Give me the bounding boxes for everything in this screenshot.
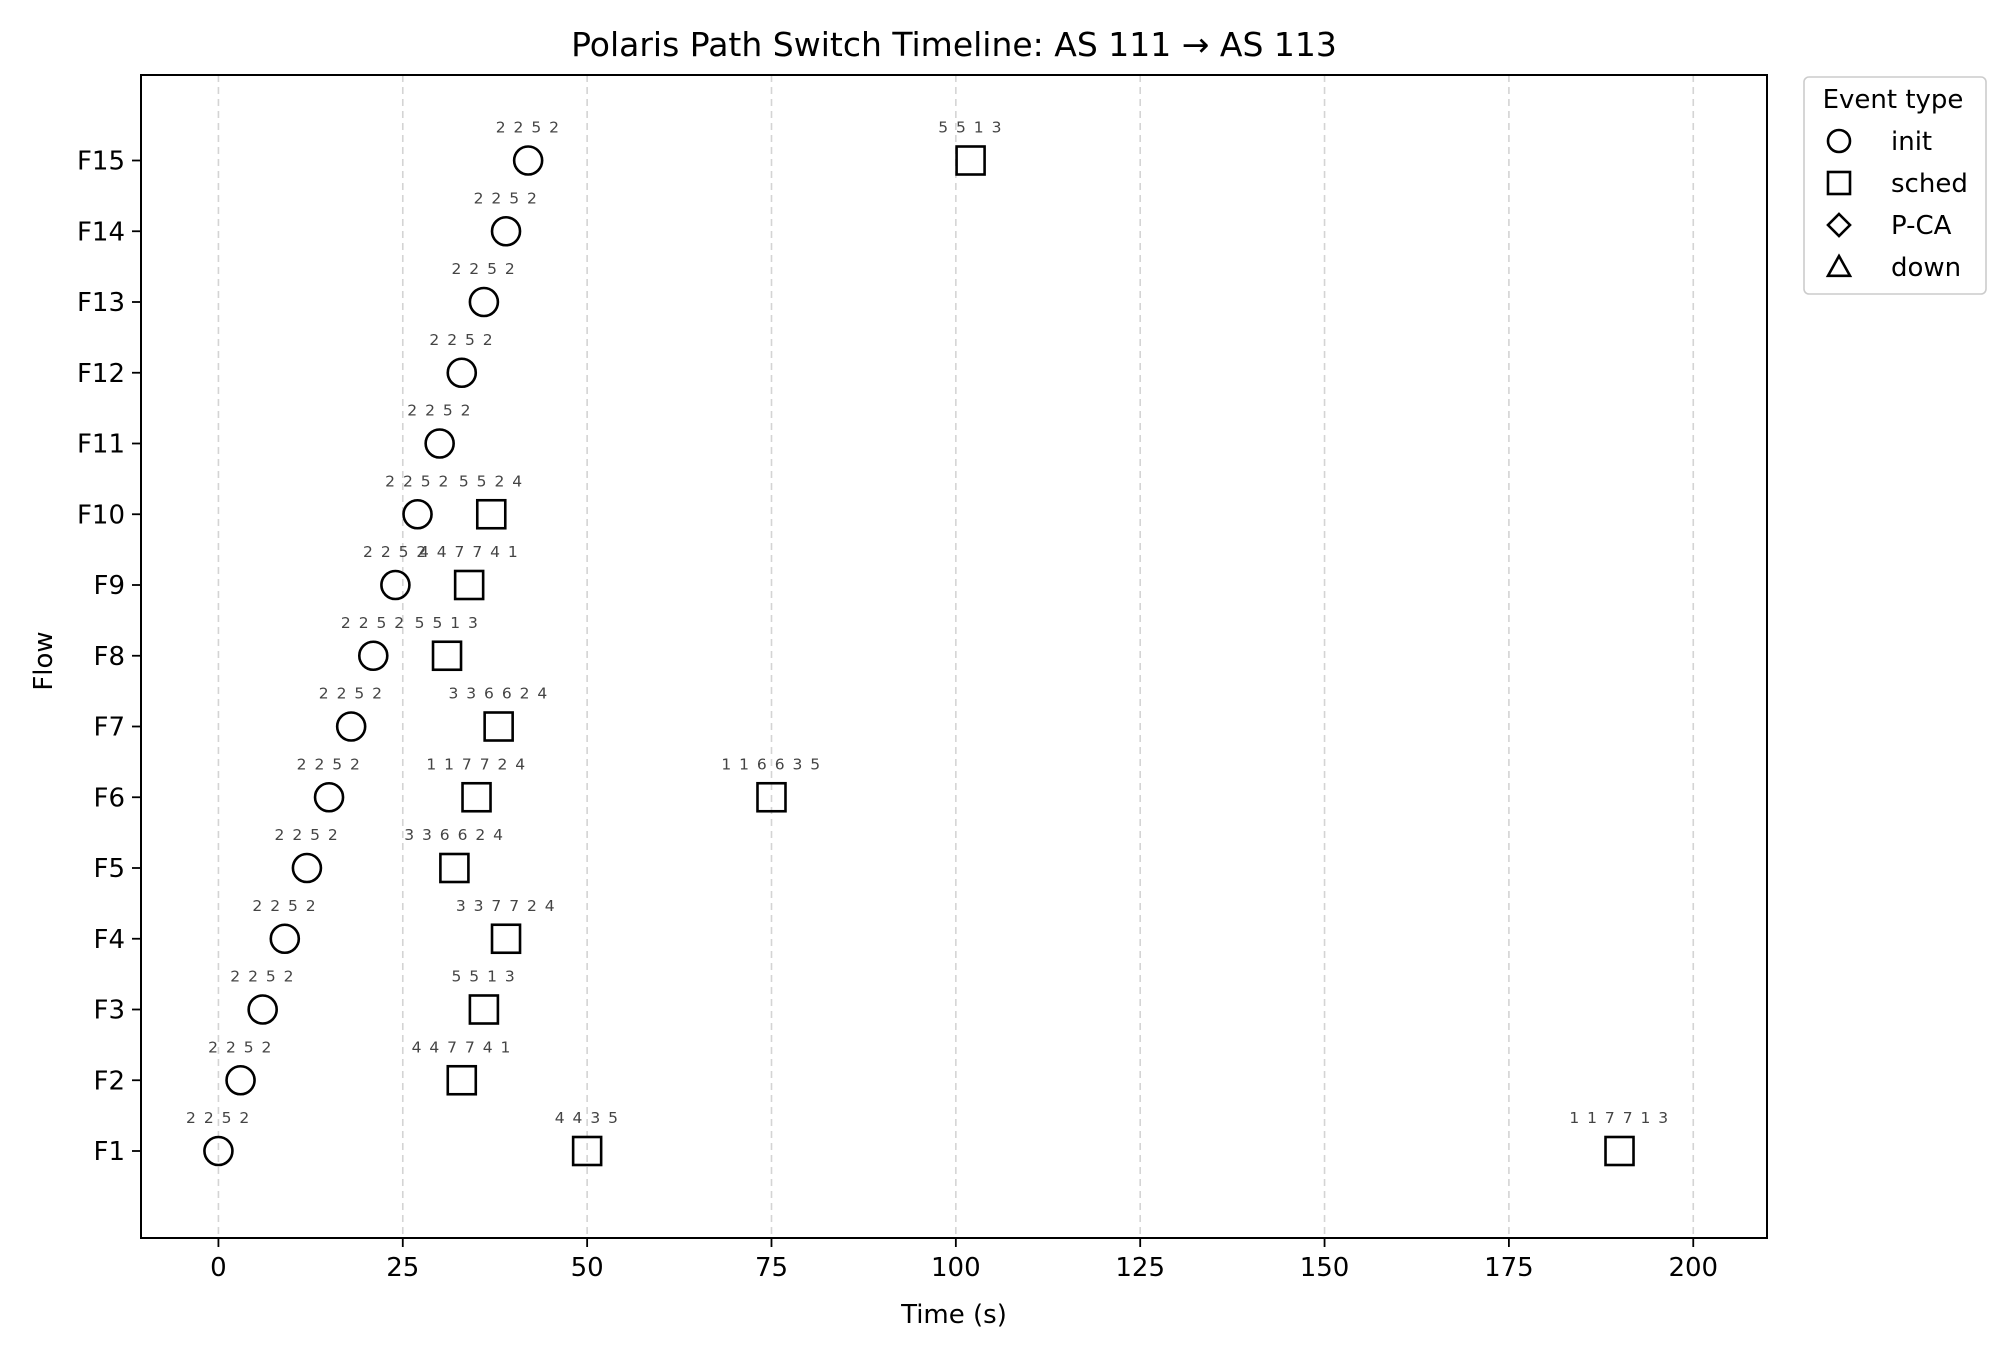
point-annotation: 2 2 5 2 [319, 685, 384, 703]
init-marker [203, 1135, 234, 1167]
init-marker [247, 994, 278, 1025]
chart-title: Polaris Path Switch Timeline: AS 111 → A… [571, 25, 1337, 64]
point-annotation: 5 5 1 3 [415, 614, 480, 632]
sched-marker [475, 498, 507, 530]
sched-marker [461, 781, 492, 813]
y-tick-label: F12 [77, 359, 125, 389]
x-axis-label: Time (s) [900, 1300, 1007, 1330]
sched-marker [446, 1064, 478, 1096]
x-tick-label: 100 [931, 1253, 981, 1283]
point-annotation: 2 2 5 2 [496, 119, 561, 137]
y-tick-label: F4 [94, 925, 126, 955]
init-marker [424, 428, 455, 459]
sched-marker [756, 781, 787, 813]
point-annotation: 3 3 6 6 2 4 [448, 685, 548, 703]
sched-marker [490, 923, 522, 955]
legend-sched-label: sched [1891, 169, 1968, 199]
sched-marker [453, 569, 485, 601]
y-axis-label: Flow [29, 631, 59, 690]
y-tick-label: F14 [77, 217, 125, 247]
init-marker [468, 286, 500, 318]
point-annotation: 5 5 2 4 [459, 472, 524, 490]
x-tick-label: 125 [1115, 1253, 1165, 1283]
point-annotation: 2 2 5 2 [297, 755, 362, 773]
legend-box [1803, 76, 1987, 295]
x-tick-label: 175 [1484, 1253, 1534, 1283]
y-tick-label: F15 [77, 147, 125, 177]
y-tick-label: F10 [77, 500, 125, 530]
legend: Event type init sched P-CA down [1803, 76, 1987, 295]
sched-marker [483, 711, 514, 742]
y-tick-label: F2 [94, 1066, 126, 1096]
y-tick-label: F1 [94, 1137, 126, 1167]
point-annotation: 2 2 5 2 [385, 472, 450, 490]
point-annotation: 4 4 3 5 [555, 1109, 620, 1127]
legend-init-marker [1826, 128, 1852, 154]
point-annotation: 2 2 5 2 [363, 543, 428, 561]
point-annotation: 2 2 5 2 [186, 1109, 251, 1127]
y-tick-label: F9 [94, 571, 126, 601]
point-annotation: 2 2 5 2 [275, 826, 340, 844]
init-marker [380, 569, 411, 601]
point-annotation: 1 1 7 7 2 4 [426, 755, 526, 773]
y-tick-label: F11 [77, 430, 125, 460]
legend-down-marker [1825, 253, 1853, 278]
init-marker [335, 711, 367, 742]
point-annotation: 2 2 5 2 [341, 614, 406, 632]
init-marker [446, 357, 478, 389]
point-annotation: 4 4 7 7 4 1 [412, 1038, 512, 1056]
init-marker [512, 145, 544, 176]
point-annotation: 3 3 7 7 2 4 [456, 897, 556, 915]
y-tick-label: F3 [94, 996, 126, 1026]
legend-title: Event type [1823, 85, 1964, 115]
init-marker [357, 640, 389, 672]
point-annotation: 2 2 5 2 [208, 1038, 273, 1056]
plot-area: 0 25 50 75 100 125 150 175 200 F1 F2 F3 F4 F5 F6 F7 F8 F9… [77, 74, 1768, 1283]
x-tick-label: 150 [1300, 1253, 1350, 1283]
point-annotation: 2 2 5 2 [474, 189, 539, 207]
point-annotation: 2 2 5 2 [429, 331, 494, 349]
point-annotation: 3 3 6 6 2 4 [404, 826, 504, 844]
legend-P-CA-label: P-CA [1891, 211, 1952, 241]
sched-marker [1604, 1135, 1635, 1167]
y-tick-label: F5 [94, 854, 126, 884]
init-marker [269, 923, 301, 955]
legend-down-label: down [1891, 253, 1961, 283]
sched-marker [571, 1135, 603, 1167]
point-annotation: 4 4 7 7 4 1 [419, 543, 519, 561]
legend-init-label: init [1891, 127, 1932, 157]
point-annotation: 2 2 5 2 [252, 897, 317, 915]
init-marker [225, 1064, 256, 1096]
point-annotation: 5 5 1 3 [452, 968, 517, 986]
x-tick-label: 75 [755, 1253, 788, 1283]
point-annotation: 1 1 6 6 3 5 [721, 755, 821, 773]
point-annotation: 2 2 5 2 [230, 968, 295, 986]
x-tick-label: 200 [1668, 1253, 1718, 1283]
y-tick-label: F8 [94, 642, 126, 672]
sched-marker [955, 145, 986, 176]
init-marker [291, 852, 323, 884]
sched-marker [468, 994, 500, 1025]
legend-P-CA-marker [1826, 212, 1852, 238]
x-tick-label: 0 [210, 1253, 227, 1283]
legend-sched-marker [1826, 170, 1852, 196]
x-tick-label: 50 [571, 1253, 604, 1283]
point-annotation: 5 5 1 3 [938, 119, 1003, 137]
point-annotation: 2 2 5 2 [407, 402, 472, 420]
init-marker [313, 781, 345, 813]
point-annotation: 2 2 5 2 [452, 260, 517, 278]
init-marker [490, 215, 522, 247]
x-tick-label: 25 [386, 1253, 419, 1283]
init-marker [402, 498, 433, 530]
point-annotation: 1 1 7 7 1 3 [1569, 1109, 1669, 1127]
y-tick-label: F13 [77, 288, 125, 318]
y-tick-label: F6 [94, 783, 126, 813]
sched-marker [439, 852, 470, 884]
sched-marker [431, 640, 463, 672]
y-tick-label: F7 [94, 713, 126, 743]
